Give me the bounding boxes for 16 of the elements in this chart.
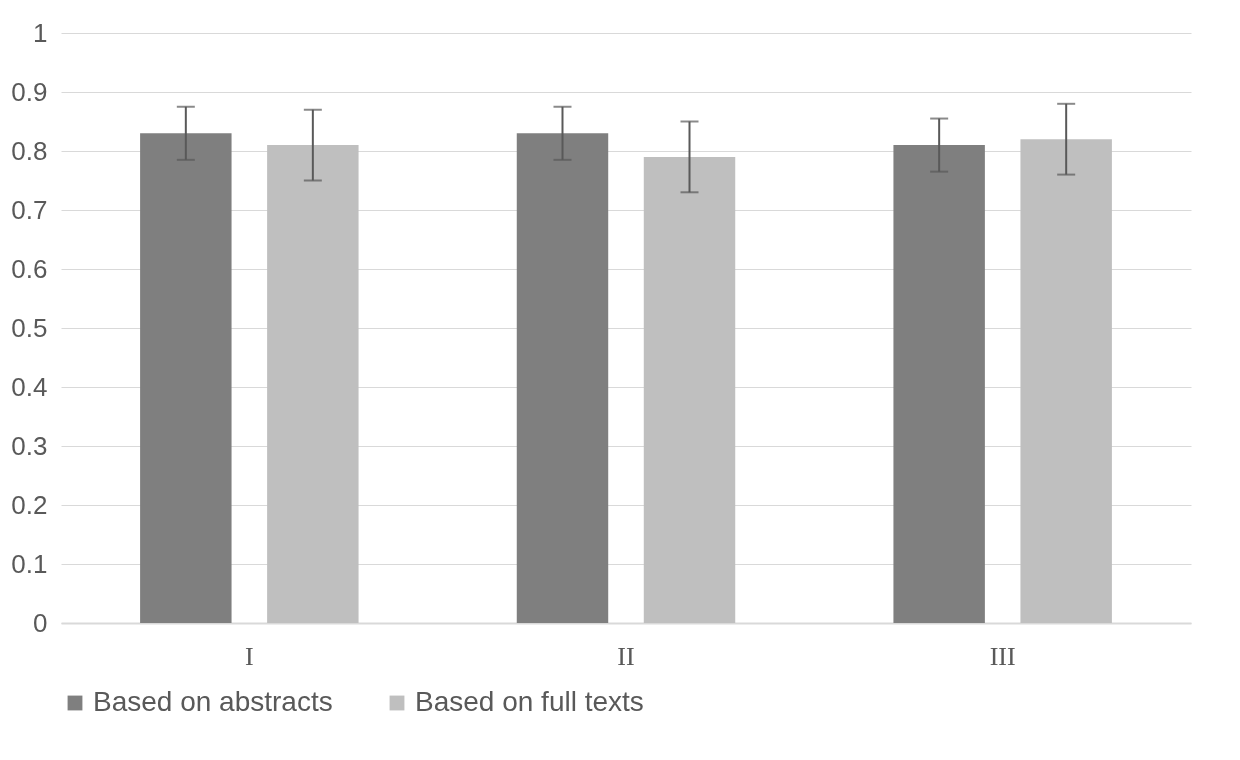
y-tick-label: 0.4 — [11, 371, 48, 402]
y-tick-label: 0.5 — [11, 312, 48, 343]
y-tick-label: 0.3 — [11, 430, 48, 461]
x-tick-label: II — [617, 641, 635, 671]
y-tick-label: 0.9 — [11, 76, 48, 107]
y-tick-label: 0 — [33, 607, 48, 638]
y-tick-label: 1 — [33, 17, 48, 48]
legend-label: Based on full texts — [415, 686, 644, 717]
y-tick-label: 0.7 — [11, 194, 48, 225]
x-tick-label: III — [989, 641, 1016, 671]
y-tick-label: 0.1 — [11, 548, 48, 579]
y-tick-label: 0.8 — [11, 135, 48, 166]
y-tick-label: 0.6 — [11, 253, 48, 284]
legend-label: Based on abstracts — [93, 686, 333, 717]
x-tick-label: I — [245, 641, 254, 671]
y-tick-label: 0.2 — [11, 489, 48, 520]
